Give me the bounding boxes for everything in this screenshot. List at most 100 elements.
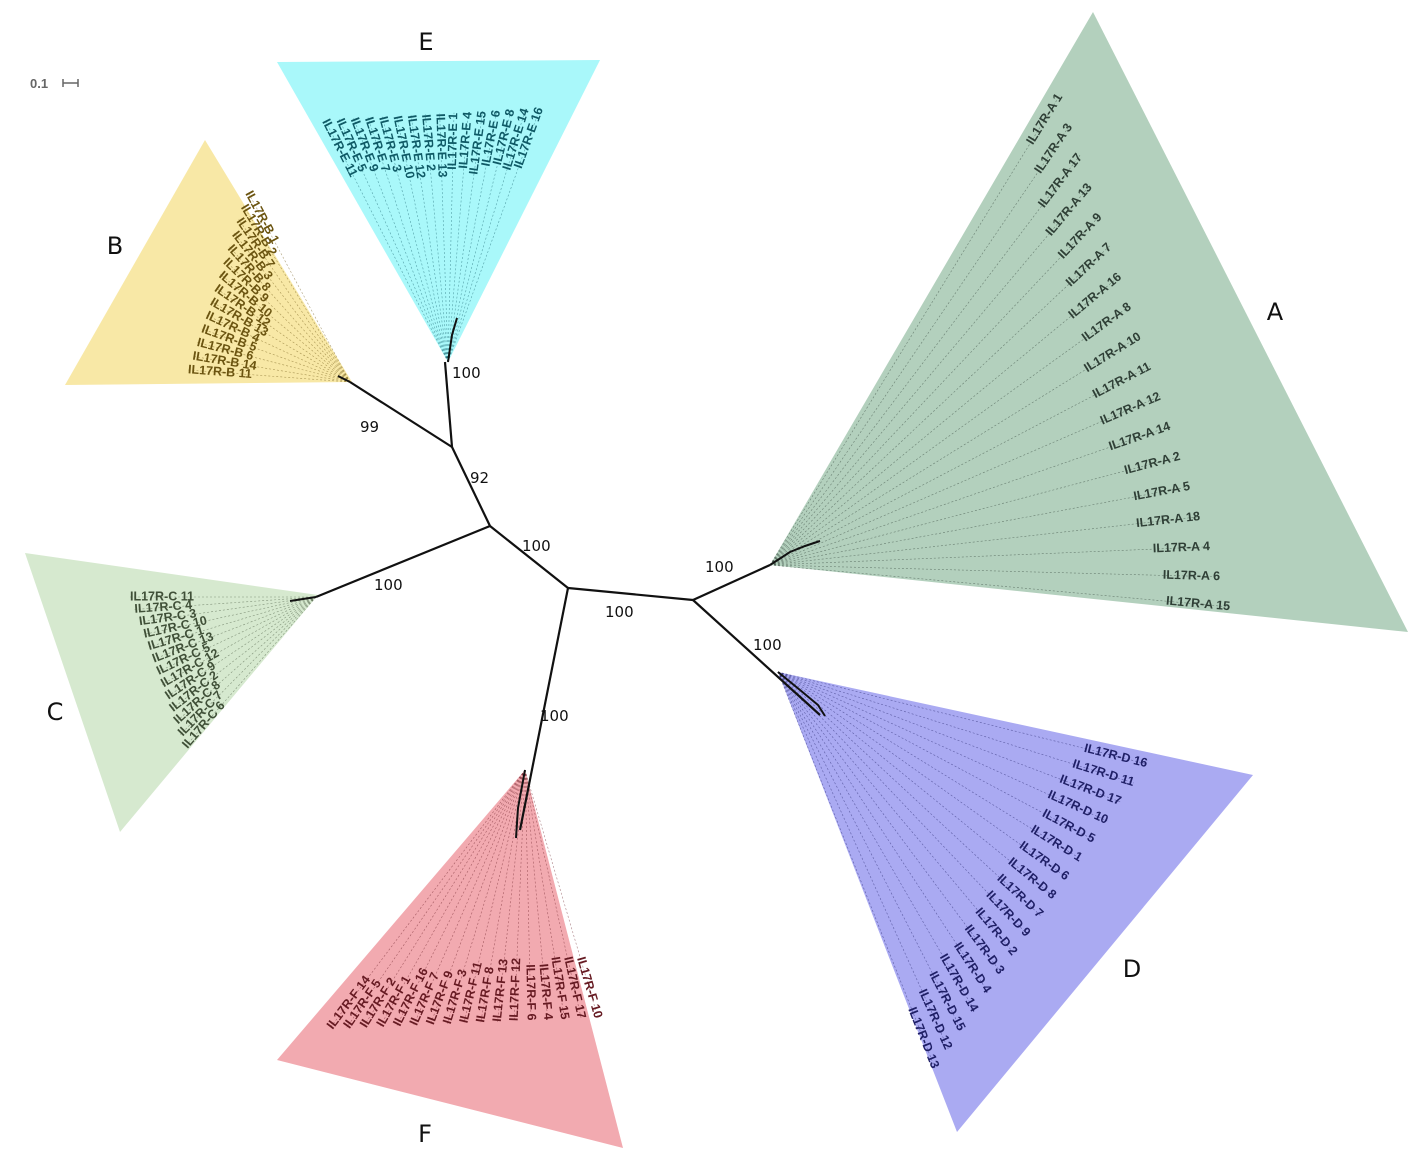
clade-d-stem xyxy=(777,671,826,717)
leaf-label: IL17R-E 4 xyxy=(456,111,475,169)
leaf-line xyxy=(769,426,1171,566)
clade-b-triangle xyxy=(65,140,352,385)
leaf-label: IL17R-C 11 xyxy=(130,589,194,603)
leaf-line xyxy=(777,671,1015,955)
leaf-line xyxy=(524,769,599,1019)
leaf-line xyxy=(447,110,498,363)
clade-c-leaf-lines xyxy=(130,596,317,748)
bootstrap-value-a: 100 xyxy=(705,558,734,576)
label-layer: 100 99 92 100 100 100 100 100 100 A B C D E F xyxy=(47,28,1284,1148)
leaf-line xyxy=(769,245,1111,566)
leaf-line xyxy=(447,111,469,363)
bootstrap-value-c: 100 xyxy=(374,576,403,594)
leaf-line xyxy=(777,671,1081,860)
clade-d-letter: D xyxy=(1123,955,1141,983)
leaf-line xyxy=(215,287,351,383)
clade-a-letter: A xyxy=(1267,298,1284,326)
leaf-line xyxy=(769,305,1131,566)
leaf-line xyxy=(187,369,351,383)
leaf-line xyxy=(777,671,1148,765)
leaf-label: IL17R-E 1 xyxy=(445,113,460,170)
leaf-line xyxy=(769,335,1141,566)
clade-e-letter: E xyxy=(418,28,433,56)
bootstrap-value-mid: 100 xyxy=(605,603,634,621)
leaf-line xyxy=(769,365,1151,566)
branch-layer xyxy=(315,361,821,831)
branch-ad-a xyxy=(692,563,771,602)
clade-e-triangle xyxy=(277,60,600,362)
leaf-line xyxy=(769,185,1091,566)
branch-core-c xyxy=(315,524,491,599)
leaf-line xyxy=(439,113,449,363)
leaf-line xyxy=(447,107,541,363)
branch-ad-d xyxy=(692,599,821,716)
clade-a-stem xyxy=(769,540,821,566)
leaf-label: IL17R-B 11 xyxy=(188,362,253,381)
leaf-line xyxy=(777,671,1002,974)
clade-e-stem xyxy=(447,317,458,363)
clade-b-leaf-lines xyxy=(187,191,351,383)
leaf-line xyxy=(396,115,449,363)
leaf-line xyxy=(410,115,449,363)
leaf-line xyxy=(447,109,512,363)
leaf-line xyxy=(210,301,351,383)
leaf-line xyxy=(769,155,1081,566)
clade-d-triangle xyxy=(778,672,1253,1132)
leaf-line xyxy=(524,769,532,1021)
leaf-line xyxy=(329,769,526,1029)
leaf-line xyxy=(769,486,1191,566)
leaf-line xyxy=(192,356,351,383)
leaf-line xyxy=(430,769,526,1025)
leaf-line xyxy=(447,112,455,363)
clade-e-leaf-lines xyxy=(324,107,541,363)
branch-core-be xyxy=(451,446,491,527)
leaf-label: IL17R-E 13 xyxy=(433,113,449,177)
leaf-label: IL17R-F 6 xyxy=(523,964,538,1021)
leaf-line xyxy=(171,596,317,710)
leaf-line xyxy=(143,596,317,635)
leaf-line xyxy=(379,769,526,1027)
leaf-line xyxy=(769,564,1221,578)
leaf-line xyxy=(175,596,317,723)
leaf-line xyxy=(777,671,949,1050)
clade-c-triangle xyxy=(25,553,318,832)
leaf-label: IL17R-A 15 xyxy=(1166,593,1231,613)
leaf-label: IL17R-A 6 xyxy=(1163,568,1221,584)
leaf-line xyxy=(769,456,1181,566)
leaf-line xyxy=(367,117,449,363)
bootstrap-value-e: 100 xyxy=(452,364,481,382)
leaf-line xyxy=(777,671,1108,822)
clade-f-triangle xyxy=(277,770,623,1148)
leaf-line xyxy=(777,671,1121,803)
bootstrap-value-core: 100 xyxy=(522,537,551,555)
leaf-label: IL17R-F 12 xyxy=(507,958,524,1022)
leaf-line xyxy=(777,671,962,1031)
branch-mid-f xyxy=(518,587,570,831)
clade-b-stem xyxy=(337,375,351,383)
leaf-line xyxy=(446,769,526,1024)
leaf-line xyxy=(166,596,317,698)
leaf-line xyxy=(161,596,317,685)
leaf-line xyxy=(152,596,317,660)
leaf-line xyxy=(363,769,526,1027)
clade-c-stem xyxy=(289,596,317,602)
leaf-line xyxy=(777,671,1055,898)
leaf-line xyxy=(224,260,351,383)
leaf-line xyxy=(769,564,1231,608)
leaf-line xyxy=(220,273,351,383)
clade-f-stem xyxy=(515,769,526,839)
bootstrap-value-f: 100 xyxy=(540,707,569,725)
bootstrap-value-d: 100 xyxy=(753,636,782,654)
leaf-label: IL17R-F 4 xyxy=(536,963,555,1020)
leaf-line xyxy=(148,596,317,648)
branch-be-b xyxy=(349,381,453,448)
leaf-line xyxy=(524,769,582,1019)
leaf-line xyxy=(425,114,449,363)
